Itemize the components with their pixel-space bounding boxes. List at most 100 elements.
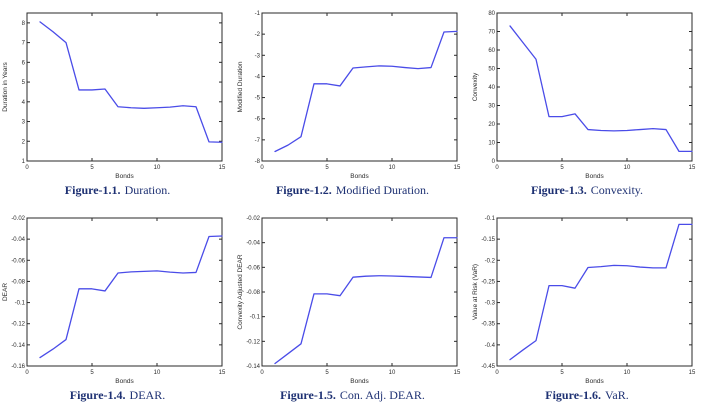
x-tick-label: 0 xyxy=(25,370,29,376)
x-tick-label: 5 xyxy=(90,165,94,171)
y-tick-label: -6 xyxy=(255,117,261,123)
y-tick-label: 0 xyxy=(492,159,496,165)
y-tick-label: -0.04 xyxy=(11,237,25,243)
figure-1-4-caption: Figure-1.4. DEAR. xyxy=(0,388,235,403)
axes-frame xyxy=(496,12,693,162)
x-tick-label: 0 xyxy=(25,165,29,171)
axes-frame xyxy=(261,217,458,367)
y-tick-label: -3 xyxy=(255,53,261,59)
figure-1-3-caption: Figure-1.3. Convexity. xyxy=(470,183,704,198)
x-tick-label: 10 xyxy=(624,165,631,171)
y-tick-label: -0.45 xyxy=(481,364,495,370)
y-tick-label: 20 xyxy=(488,122,495,128)
y-tick-label: -2 xyxy=(255,32,261,38)
x-tick-label: 10 xyxy=(389,165,396,171)
axes-frame xyxy=(261,12,458,162)
y-tick-label: 4 xyxy=(22,100,26,106)
caption-text: Modified Duration. xyxy=(335,183,430,197)
convexity-line-chart: 0 5 10 15 0 10 20 30 40 50 60 70 80 Bonds Convexity xyxy=(472,11,696,180)
x-axis-label: Bonds xyxy=(585,378,604,385)
y-tick-label: 3 xyxy=(22,120,26,126)
y-tick-label: -0.02 xyxy=(11,216,25,222)
y-tick-label: -5 xyxy=(255,96,261,102)
y-tick-label: -0.2 xyxy=(485,258,496,264)
figure-1-2-panel: 0 5 10 15 -8 -7 -6 -5 -4 -3 -2 -1 Bonds Modified Dura… xyxy=(235,0,470,205)
var-line-chart: 0 5 10 15 -0.45 -0.4 -0.35 -0.3 -0.25 -0.2 -0.15 -0… xyxy=(472,216,696,385)
figure-1-3-panel: 0 5 10 15 0 10 20 30 40 50 60 70 80 Bonds Convexity Fi… xyxy=(470,0,704,205)
y-tick-label: -4 xyxy=(255,74,261,80)
x-tick-label: 5 xyxy=(325,370,329,376)
y-tick-label: -0.04 xyxy=(246,241,260,247)
figure-1-5-panel: 0 5 10 15 -0.14 -0.12 -0.1 -0.08 -0.06 -0.04 -0.02… xyxy=(235,205,470,411)
y-tick-label: -0.06 xyxy=(11,258,25,264)
y-tick-label: 7 xyxy=(22,41,26,47)
x-tick-label: 15 xyxy=(454,165,461,171)
y-axis-label: DEAR xyxy=(2,283,9,301)
data-series-line xyxy=(509,223,693,361)
y-tick-label: 80 xyxy=(488,11,495,17)
figure-1-6-caption: Figure-1.6. VaR. xyxy=(470,388,704,403)
y-tick-label: 50 xyxy=(488,67,495,73)
x-tick-label: 10 xyxy=(154,165,161,171)
y-tick-label: -0.4 xyxy=(485,343,496,349)
caption-label: Figure-1.2. xyxy=(275,183,332,197)
y-tick-label: 5 xyxy=(22,80,26,86)
axes-frame xyxy=(496,217,693,367)
data-series-line xyxy=(39,21,223,143)
x-axis-label: Bonds xyxy=(350,378,369,385)
y-tick-label: 6 xyxy=(22,60,26,66)
x-tick-label: 15 xyxy=(454,370,461,376)
y-tick-label: 40 xyxy=(488,85,495,91)
y-tick-label: -0.25 xyxy=(481,279,495,285)
y-tick-label: -0.14 xyxy=(246,364,260,370)
caption-text: Con. Adj. DEAR. xyxy=(339,388,425,402)
figure-1-1-panel: 0 5 10 15 1 2 3 4 5 6 7 8 Bonds Duration in Years Fig… xyxy=(0,0,235,205)
x-tick-label: 15 xyxy=(219,370,226,376)
x-axis-label: Bonds xyxy=(115,378,134,385)
y-axis-label: Duration in Years xyxy=(2,62,9,112)
x-tick-label: 0 xyxy=(495,370,499,376)
x-axis-label: Bonds xyxy=(585,173,604,180)
y-tick-label: 30 xyxy=(488,104,495,110)
y-tick-label: 60 xyxy=(488,48,495,54)
y-tick-label: -0.1 xyxy=(485,216,496,222)
x-tick-label: 10 xyxy=(154,370,161,376)
y-tick-label: -0.15 xyxy=(481,237,495,243)
y-tick-label: -0.1 xyxy=(250,315,261,321)
caption-label: Figure-1.5. xyxy=(280,388,336,402)
x-axis-label: Bonds xyxy=(115,173,134,180)
y-tick-label: 2 xyxy=(22,139,26,145)
y-tick-label: -0.16 xyxy=(11,364,25,370)
data-series-line xyxy=(39,235,223,359)
caption-label: Figure-1.4. xyxy=(69,388,126,402)
y-axis-label: Value at Risk (VaR) xyxy=(472,264,479,320)
y-tick-label: 70 xyxy=(488,30,495,36)
y-tick-label: -8 xyxy=(255,159,261,165)
x-tick-label: 0 xyxy=(260,370,264,376)
y-tick-label: -0.12 xyxy=(11,322,25,328)
x-tick-label: 15 xyxy=(689,370,696,376)
x-tick-label: 5 xyxy=(560,165,564,171)
y-axis-label: Convexity Adjusted DEAR xyxy=(237,254,244,329)
figure-1-1-caption: Figure-1.1. Duration. xyxy=(0,183,235,198)
data-series-line xyxy=(509,25,693,153)
x-tick-label: 5 xyxy=(325,165,329,171)
caption-text: DEAR. xyxy=(129,388,166,402)
x-tick-label: 10 xyxy=(624,370,631,376)
y-tick-label: -7 xyxy=(255,138,261,144)
x-tick-label: 10 xyxy=(389,370,396,376)
y-tick-label: 1 xyxy=(22,159,26,165)
y-tick-label: -0.06 xyxy=(246,265,260,271)
data-series-line xyxy=(274,30,458,153)
caption-label: Figure-1.6. xyxy=(545,388,602,402)
dear-line-chart: 0 5 10 15 -0.16 -0.14 -0.12 -0.1 -0.08 -0.06 -0.04… xyxy=(2,216,226,385)
y-tick-label: 10 xyxy=(488,141,495,147)
y-tick-label: 8 xyxy=(22,21,26,27)
con-adj-dear-line-chart: 0 5 10 15 -0.14 -0.12 -0.1 -0.08 -0.06 -0.04 -0.02… xyxy=(237,216,461,385)
x-tick-label: 15 xyxy=(219,165,226,171)
caption-label: Figure-1.1. xyxy=(64,183,121,197)
y-tick-label: -0.14 xyxy=(11,343,25,349)
figure-1-5-caption: Figure-1.5. Con. Adj. DEAR. xyxy=(235,388,470,403)
x-tick-label: 5 xyxy=(90,370,94,376)
x-tick-label: 15 xyxy=(689,165,696,171)
